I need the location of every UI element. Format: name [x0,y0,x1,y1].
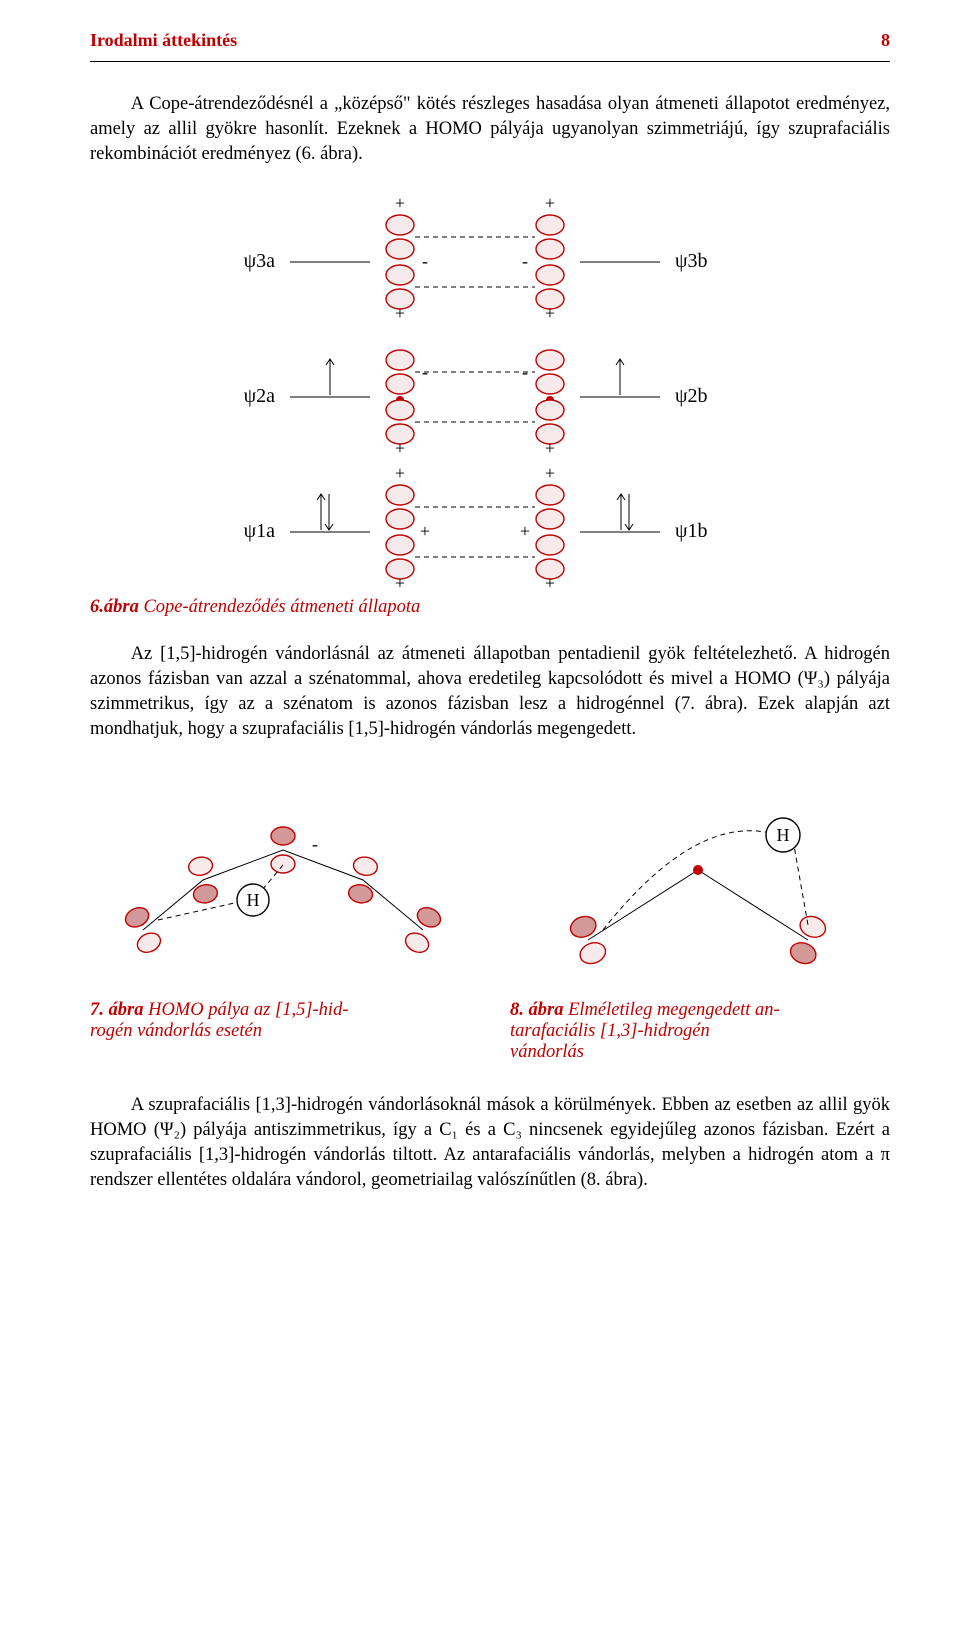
svg-text:-: - [422,251,428,271]
svg-text:-: - [312,834,318,854]
figure-6: ψ3a + - + + - + ψ3b ψ2a [210,187,770,587]
svg-text:-: - [522,251,528,271]
figure-7: - H [103,780,463,980]
fig7-H-label: H [246,890,259,910]
svg-text:+: + [395,193,405,213]
paragraph-3: A szuprafaciális [1,3]-hidrogén vándorlá… [90,1093,890,1193]
figure-8: H [518,780,878,980]
svg-text:+: + [395,303,405,323]
paragraph-1: A Cope-átrendeződésnél a „középső" kötés… [90,92,890,167]
figure-8-caption: 8. ábra Elméletileg megengedett an- tara… [510,1000,890,1063]
fig8-H-label: H [776,825,789,845]
svg-text:+: + [545,193,555,213]
psi3b-label: ψ3b [675,250,708,272]
svg-text:+: + [545,463,555,483]
psi3a-label: ψ3a [244,250,276,272]
psi1a-label: ψ1a [244,520,276,542]
svg-text:+: + [420,521,430,541]
running-header: Irodalmi áttekintés 8 [90,30,890,51]
psi1b-label: ψ1b [675,520,708,542]
header-title: Irodalmi áttekintés [90,30,237,51]
svg-text:+: + [545,438,555,458]
figure-6-caption: 6.ábra Cope-átrendeződés átmeneti állapo… [90,597,890,618]
svg-text:+: + [545,573,555,587]
svg-text:+: + [395,573,405,587]
svg-text:+: + [395,463,405,483]
psi2a-label: ψ2a [244,385,276,407]
paragraph-2: Az [1,5]-hidrogén vándorlásnál az átmene… [90,642,890,742]
header-rule [90,61,890,62]
figure-7-caption: 7. ábra HOMO pálya az [1,5]-hid- rogén v… [90,1000,470,1063]
svg-text:+: + [545,303,555,323]
psi2b-label: ψ2b [675,385,708,407]
svg-text:+: + [395,438,405,458]
svg-text:+: + [520,521,530,541]
header-page-number: 8 [881,30,890,51]
